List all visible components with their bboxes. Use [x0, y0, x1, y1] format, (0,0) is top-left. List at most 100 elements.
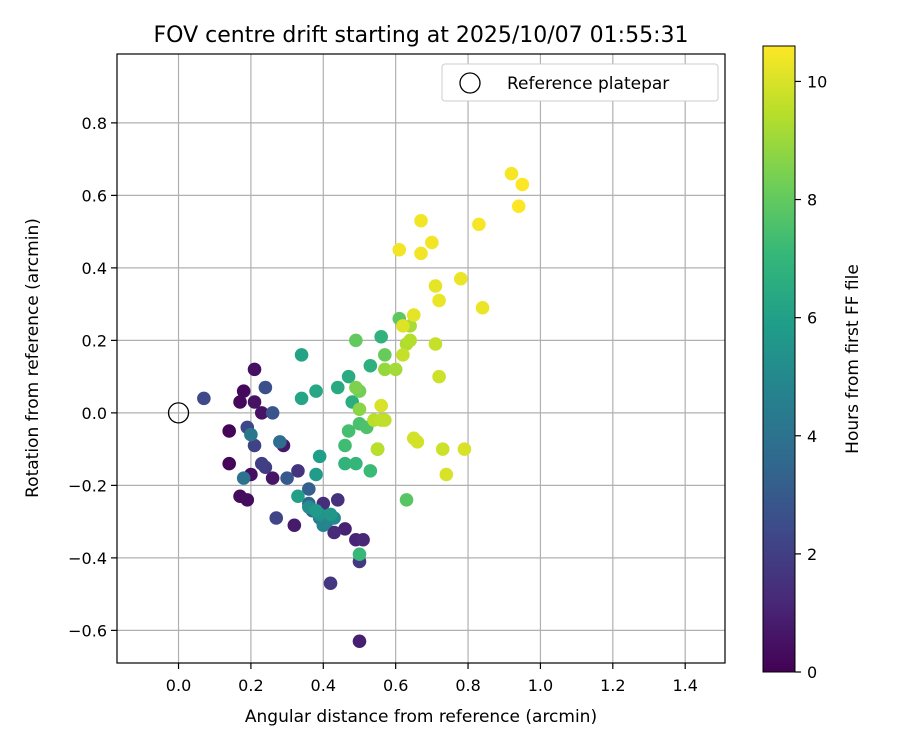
data-point	[258, 380, 273, 395]
legend-label: Reference platepar	[507, 74, 669, 94]
data-point	[399, 493, 414, 507]
data-point	[425, 235, 439, 250]
data-point	[273, 435, 287, 449]
data-point	[349, 333, 363, 348]
data-point	[352, 547, 367, 562]
y-ticks: −0.6 −0.4 −0.2 0.0 0.2 0.4 0.6 0.8	[68, 114, 117, 640]
data-point	[244, 427, 258, 442]
colorbar-tick-label: 0	[807, 663, 817, 682]
data-point	[363, 464, 378, 478]
x-axis-label: Angular distance from reference (arcmin)	[245, 707, 597, 727]
y-tick-label: −0.4	[68, 549, 107, 568]
data-point	[378, 413, 392, 427]
data-point	[341, 424, 356, 438]
data-point	[378, 362, 392, 377]
y-tick-label: 0.4	[82, 259, 107, 278]
colorbar-tick-label: 10	[807, 72, 827, 91]
data-point	[222, 424, 236, 438]
y-tick-label: 0.2	[82, 331, 107, 350]
data-point	[233, 395, 247, 409]
data-point	[363, 358, 378, 373]
data-point	[265, 406, 280, 420]
data-point	[403, 333, 417, 348]
colorbar-tick-label: 2	[807, 545, 817, 564]
colorbar-tick-label: 8	[807, 191, 817, 210]
data-point	[247, 362, 262, 377]
x-tick-label: 0.0	[166, 676, 191, 695]
data-point	[294, 348, 309, 362]
data-point	[302, 482, 316, 496]
data-point	[309, 503, 323, 518]
data-point	[291, 464, 305, 478]
reference-layer	[167, 402, 190, 424]
data-point	[454, 271, 468, 286]
data-point	[247, 438, 262, 453]
data-points	[197, 166, 530, 649]
data-point	[197, 391, 211, 406]
data-point	[338, 438, 352, 453]
data-point	[396, 319, 410, 333]
data-point	[374, 329, 388, 344]
colorbar	[762, 45, 796, 673]
colorbar-label: Hours from first FF file	[843, 264, 863, 454]
x-tick-label: 0.6	[383, 676, 408, 695]
data-point	[374, 398, 388, 413]
data-point	[511, 199, 526, 214]
data-point	[330, 380, 345, 395]
data-point	[287, 518, 302, 533]
y-tick-label: 0.8	[82, 114, 107, 133]
grid	[117, 54, 725, 663]
data-point	[370, 442, 385, 456]
data-point	[330, 493, 345, 507]
data-point	[432, 369, 446, 384]
data-point	[247, 395, 262, 409]
data-point	[349, 380, 363, 395]
data-point	[316, 518, 331, 533]
y-tick-label: 0.0	[82, 404, 107, 423]
data-point	[378, 348, 392, 362]
y-tick-label: −0.6	[68, 621, 107, 640]
x-tick-label: 0.4	[311, 676, 336, 695]
data-point	[236, 471, 251, 485]
data-point	[475, 300, 490, 315]
x-ticks: 0.0 0.2 0.4 0.6 0.8 1.0 1.2 1.4	[166, 663, 698, 695]
data-point	[414, 246, 428, 261]
data-point	[428, 279, 443, 293]
data-point	[269, 511, 284, 525]
data-point	[338, 456, 352, 471]
data-point	[294, 391, 309, 406]
data-point	[392, 242, 407, 257]
data-point	[280, 471, 294, 485]
data-point	[432, 293, 446, 308]
colorbar-ticks: 0 2 4 6 8 10	[795, 72, 827, 682]
data-point	[254, 406, 269, 420]
x-tick-label: 1.2	[600, 676, 625, 695]
data-point	[356, 532, 370, 547]
data-point	[327, 525, 341, 540]
data-point	[439, 467, 454, 482]
y-axis-label: Rotation from reference (arcmin)	[23, 218, 43, 498]
data-point	[338, 522, 352, 536]
data-point	[414, 213, 428, 228]
data-point	[515, 177, 530, 192]
legend-reference-marker	[459, 72, 481, 94]
data-point	[341, 369, 356, 384]
data-point	[435, 442, 450, 456]
legend: Reference platepar	[441, 63, 719, 102]
data-point	[504, 166, 519, 181]
x-tick-label: 0.2	[238, 676, 263, 695]
data-point	[472, 217, 486, 232]
x-tick-label: 1.0	[528, 676, 553, 695]
data-point	[265, 471, 280, 485]
data-point	[254, 456, 269, 471]
data-point	[406, 431, 421, 446]
x-tick-label: 1.4	[672, 676, 697, 695]
y-tick-label: 0.6	[82, 186, 107, 205]
data-point	[457, 442, 472, 456]
legend-box	[441, 63, 719, 102]
data-point	[323, 576, 338, 591]
data-point	[222, 456, 236, 471]
data-point	[388, 362, 403, 377]
x-tick-label: 0.8	[455, 676, 480, 695]
